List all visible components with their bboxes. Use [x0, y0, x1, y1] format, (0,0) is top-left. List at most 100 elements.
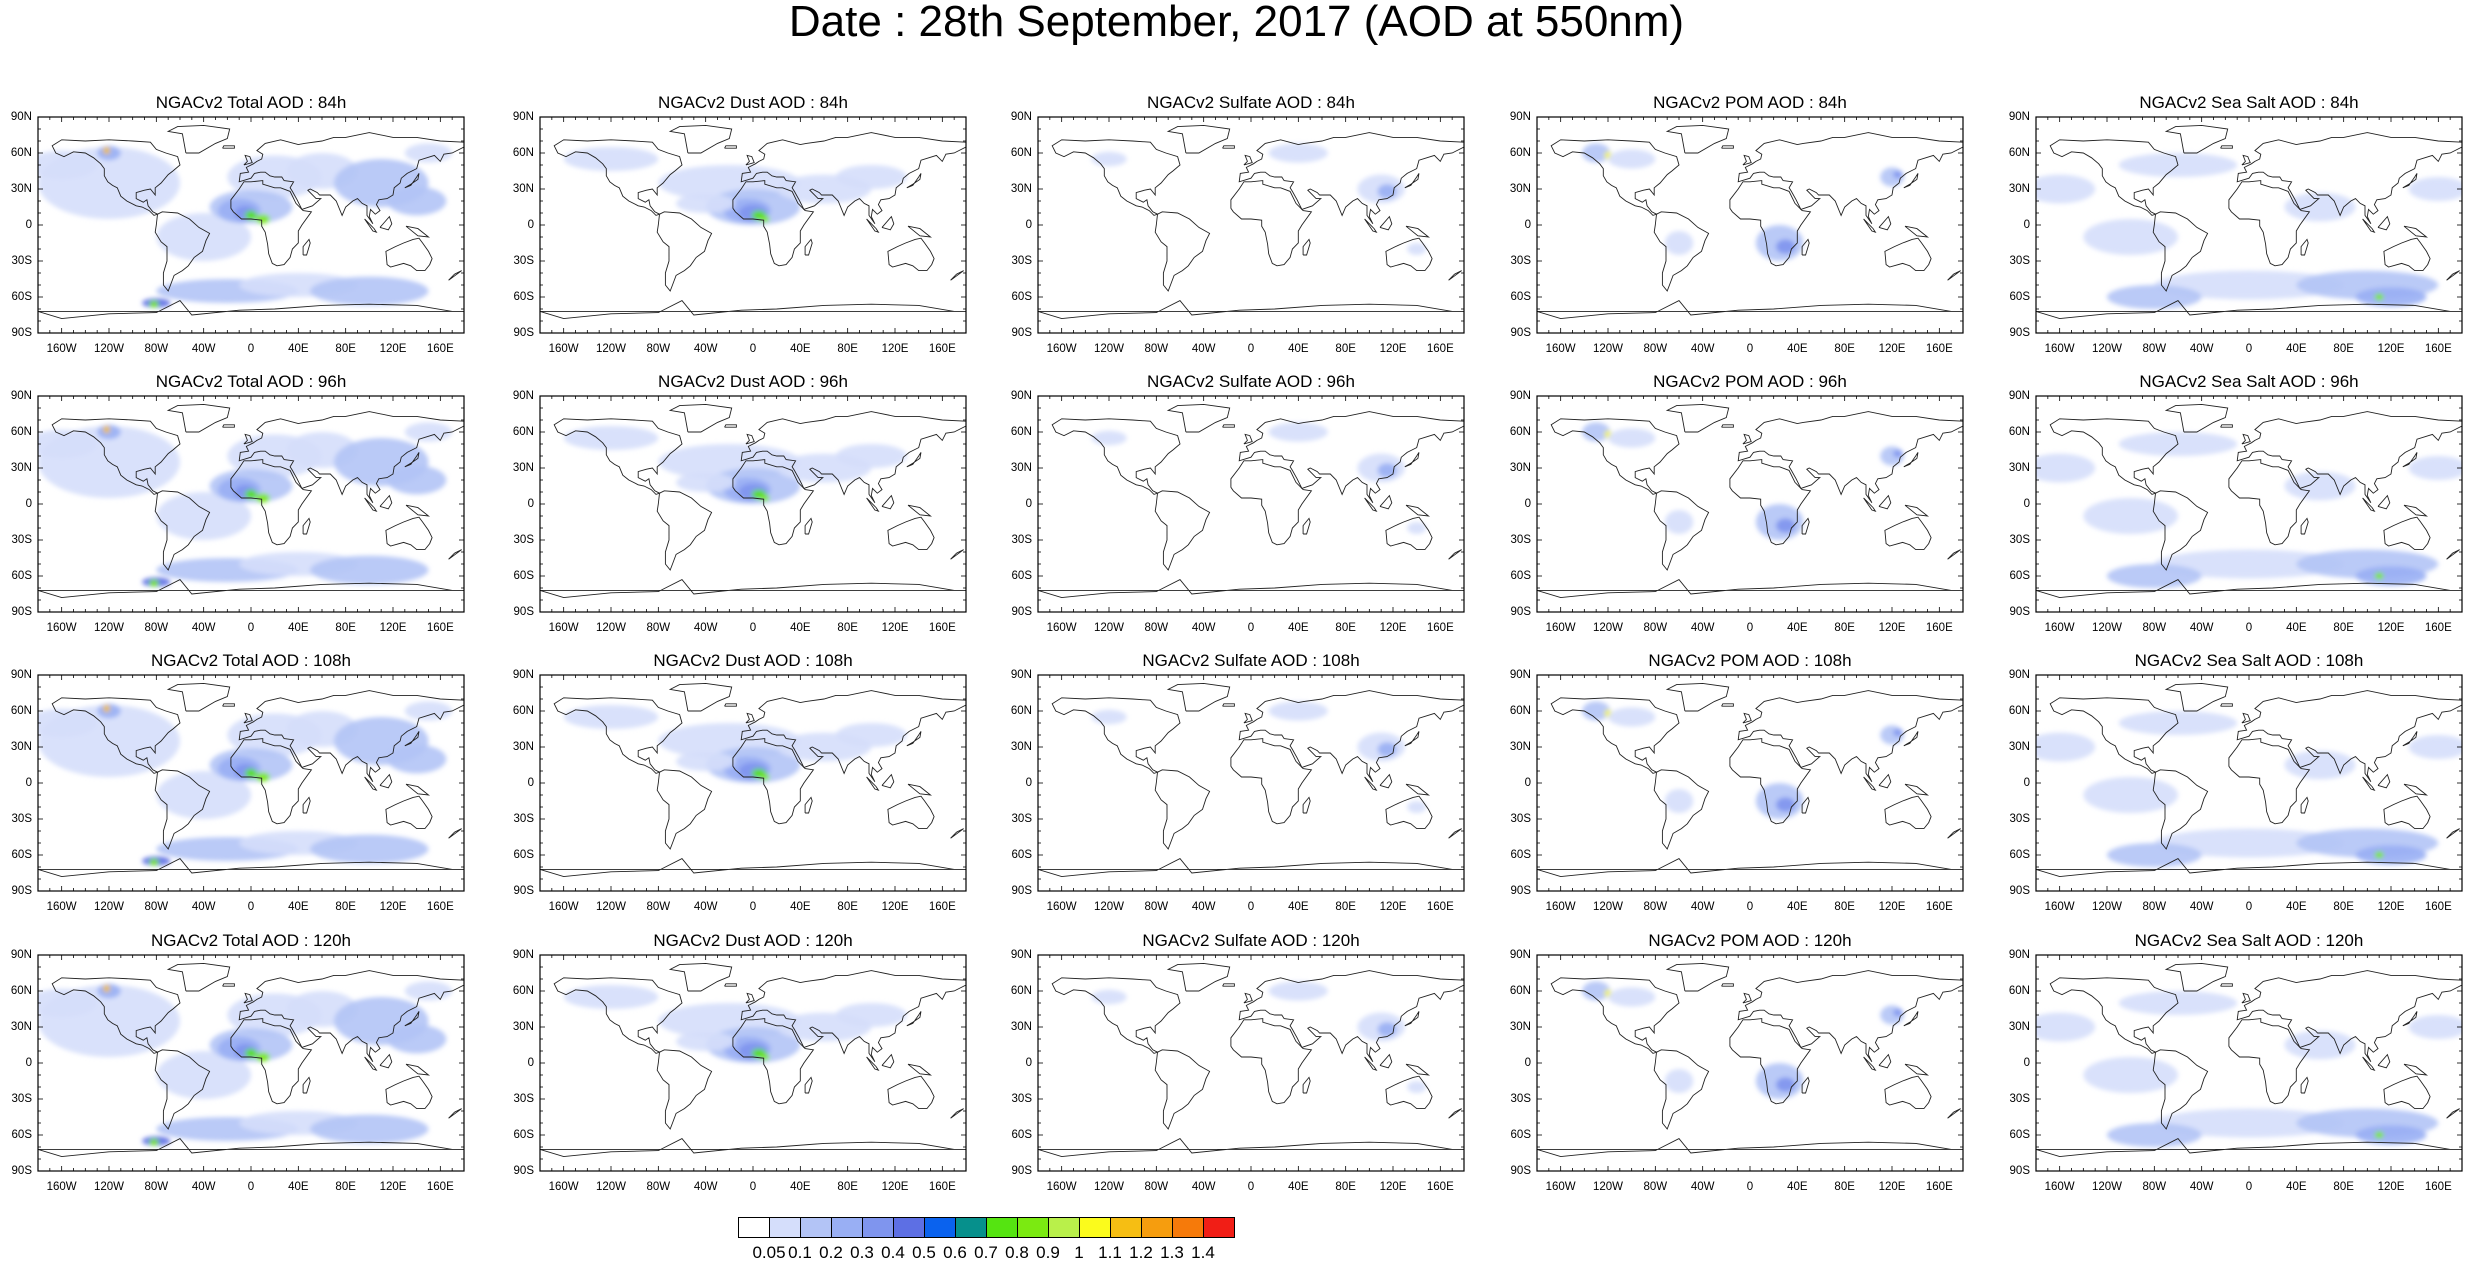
- coastline: [2241, 154, 2251, 166]
- aod-plume: [835, 444, 907, 468]
- coastline: [907, 504, 933, 517]
- coastline: [881, 773, 895, 789]
- longitude-tick-label: 0: [247, 622, 255, 634]
- coastline: [866, 497, 880, 513]
- aod-plume: [1407, 1081, 1427, 1093]
- colorbar-swatch: [893, 1217, 925, 1238]
- coastline: [1379, 215, 1393, 231]
- longitude-tick-label: 120W: [2091, 622, 2123, 634]
- aod-plume: [149, 300, 159, 308]
- latitude-tick-label: 0: [2023, 219, 2030, 231]
- coastline: [1302, 238, 1311, 256]
- coastline: [2300, 238, 2309, 256]
- latitude-tick-label: 0: [1524, 219, 1531, 231]
- coastline: [804, 796, 813, 814]
- coastline: [540, 1138, 966, 1158]
- coastline: [1448, 549, 1462, 560]
- coastline: [2446, 549, 2460, 560]
- longitude-tick-label: 160E: [2424, 1181, 2452, 1193]
- longitude-tick-label: 120E: [1878, 343, 1906, 355]
- longitude-tick-label: 40E: [1787, 343, 1808, 355]
- latitude-tick-label: 90S: [1011, 606, 1032, 618]
- latitude-tick-label: 30N: [2008, 1021, 2030, 1033]
- latitude-tick-label: 30S: [2009, 255, 2030, 267]
- colorbar-swatch: [955, 1217, 987, 1238]
- coastline: [222, 424, 235, 428]
- coastline: [230, 738, 313, 825]
- longitude-tick-label: 40E: [288, 1181, 309, 1193]
- latitude-tick-label: 90N: [1010, 949, 1032, 961]
- longitude-tick-label: 160W: [548, 622, 579, 634]
- latitude-tick-label: 60N: [1509, 705, 1531, 717]
- longitude-tick-label: 160W: [1046, 343, 1077, 355]
- panel-title: NGACv2 Sulfate AOD : 96h: [1147, 372, 1355, 391]
- longitude-tick-label: 80E: [1335, 1181, 1356, 1193]
- latitude-tick-label: 90S: [513, 885, 534, 897]
- coastline: [656, 769, 713, 850]
- longitude-tick-label: 160E: [928, 343, 956, 355]
- coastline: [1243, 433, 1253, 445]
- coastline: [724, 983, 737, 987]
- longitude-tick-label: 80E: [1834, 901, 1855, 913]
- world-map: [1037, 954, 1465, 1172]
- panel-title: NGACv2 Sulfate AOD : 108h: [1142, 651, 1360, 670]
- longitude-tick-label: 160W: [1545, 1181, 1576, 1193]
- latitude-tick-label: 90N: [512, 949, 534, 961]
- latitude-tick-label: 90N: [10, 111, 32, 123]
- aod-plume: [2107, 843, 2202, 867]
- longitude-tick-label: 160E: [2424, 622, 2452, 634]
- coastline: [2362, 497, 2376, 513]
- world-map: [539, 674, 967, 892]
- aod-plume: [255, 493, 270, 503]
- latitude-tick-label: 0: [2023, 498, 2030, 510]
- aod-plume: [2374, 572, 2384, 580]
- longitude-tick-label: 80E: [335, 1181, 356, 1193]
- aod-plume: [1893, 1009, 1903, 1017]
- longitude-tick-label: 80W: [2142, 622, 2167, 634]
- longitude-tick-label: 40E: [1288, 343, 1309, 355]
- coastline: [1154, 769, 1211, 850]
- coastline: [379, 1053, 393, 1069]
- coastline: [1903, 173, 1919, 189]
- latitude-tick-label: 60S: [513, 570, 534, 582]
- coastline: [2362, 218, 2376, 234]
- latitude-tick-label: 60S: [1510, 570, 1531, 582]
- aod-plume: [1664, 1069, 1694, 1093]
- coastline: [950, 1108, 964, 1119]
- coastline: [1379, 1053, 1393, 1069]
- latitude-tick-label: 0: [25, 777, 32, 789]
- aod-plume: [1268, 701, 1328, 721]
- longitude-tick-label: 160W: [1046, 1181, 1077, 1193]
- coastline: [1665, 403, 1730, 433]
- world-map: [1037, 674, 1465, 892]
- coastline: [1051, 697, 1181, 774]
- longitude-tick-label: 40E: [1288, 622, 1309, 634]
- coastline: [1737, 690, 1963, 783]
- longitude-tick-label: 120E: [379, 622, 407, 634]
- aod-plume: [2355, 566, 2427, 586]
- aod-plume: [2284, 192, 2356, 222]
- coastline: [1742, 433, 1752, 445]
- coastline: [166, 403, 231, 433]
- aod-plume: [149, 858, 159, 866]
- aod-plume: [387, 465, 447, 495]
- aod-plume: [2355, 287, 2427, 307]
- aod-plume: [676, 1031, 736, 1051]
- aod-plume: [2083, 498, 2178, 534]
- colorbar-label: 1.1: [1098, 1243, 1122, 1262]
- longitude-tick-label: 40E: [2286, 1181, 2307, 1193]
- latitude-tick-label: 90S: [11, 1165, 32, 1177]
- longitude-tick-label: 80W: [1144, 343, 1169, 355]
- latitude-tick-label: 60N: [10, 426, 32, 438]
- coastline: [2446, 270, 2460, 281]
- panel-title: NGACv2 Sea Salt AOD : 108h: [2134, 651, 2364, 670]
- coastline: [1238, 970, 1464, 1063]
- coastline: [1801, 238, 1810, 256]
- latitude-tick-label: 0: [527, 498, 534, 510]
- coastline: [385, 237, 433, 272]
- latitude-tick-label: 0: [527, 777, 534, 789]
- coastline: [2403, 1063, 2429, 1076]
- coastline: [2403, 504, 2429, 517]
- aod-plume: [1608, 428, 1656, 448]
- latitude-tick-label: 30N: [2008, 183, 2030, 195]
